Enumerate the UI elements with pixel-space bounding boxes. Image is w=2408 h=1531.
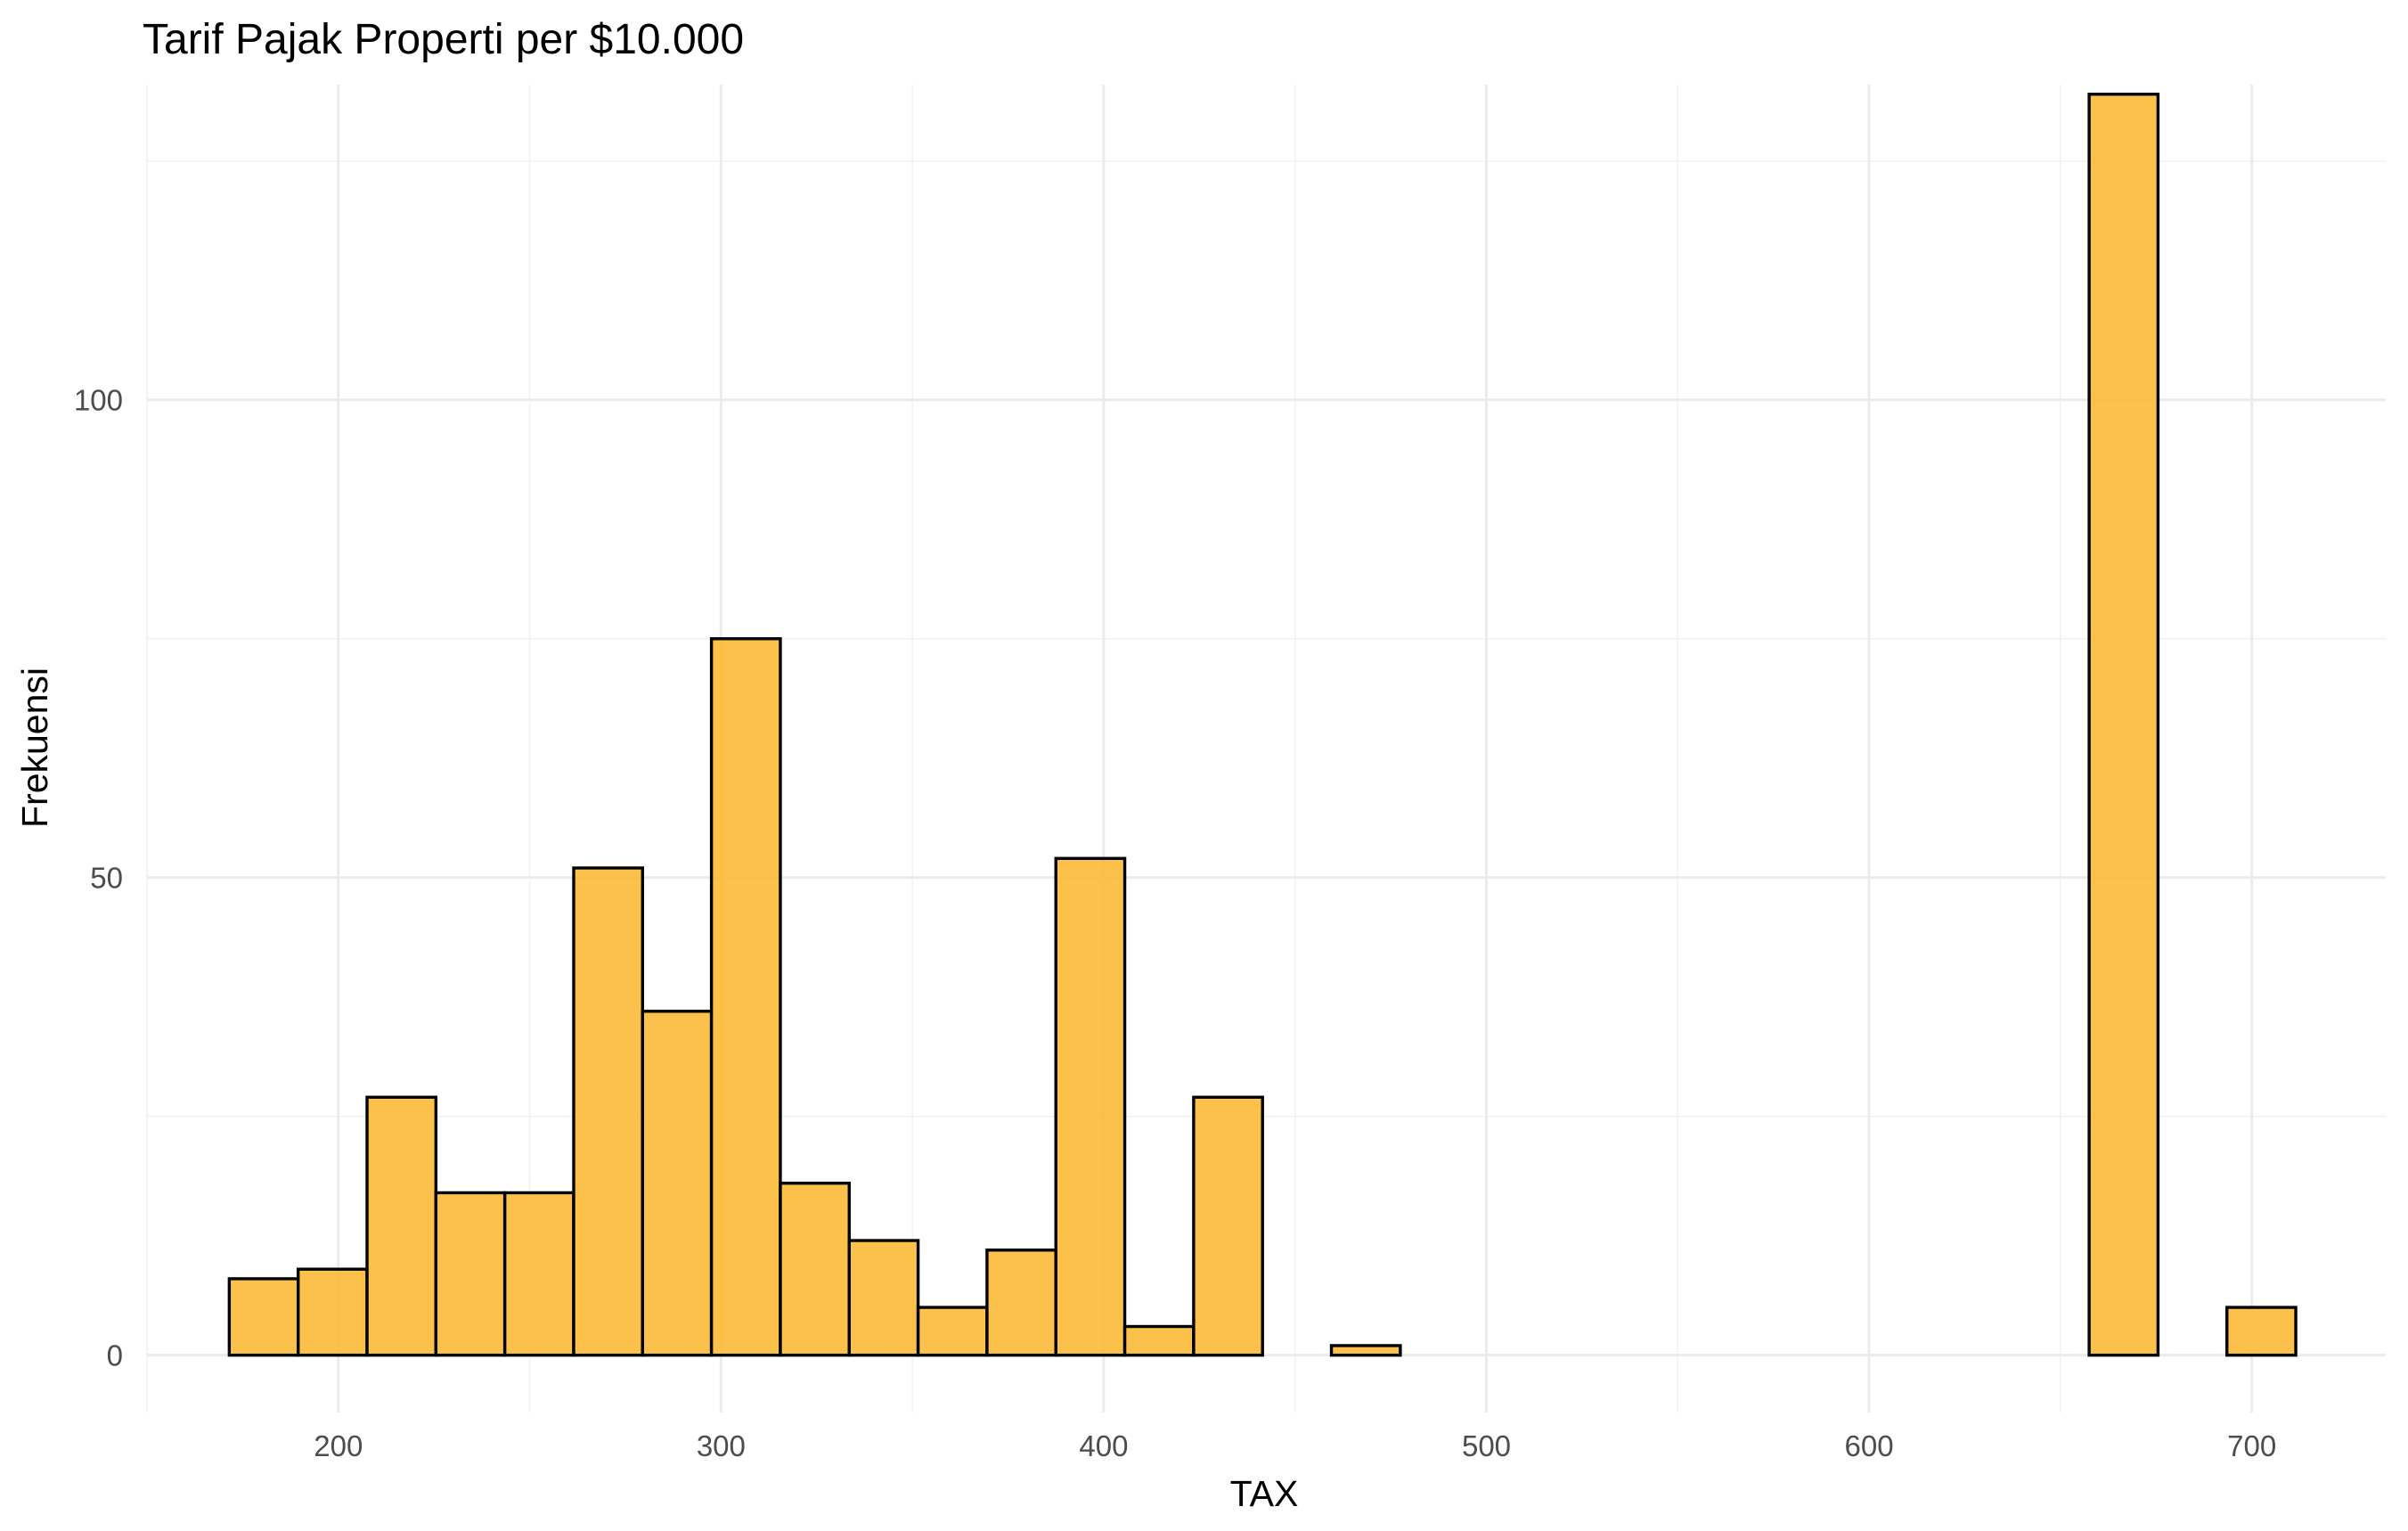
histogram-bar [1054, 856, 1127, 1357]
x-tick-label: 600 [1845, 1429, 1894, 1462]
histogram-bar [985, 1249, 1057, 1357]
histogram-bar [1192, 1095, 1264, 1357]
x-axis-ticks: 200 300 400 500 600 700 [314, 1429, 2276, 1462]
histogram-bar [709, 637, 782, 1357]
histogram-bar [916, 1306, 989, 1357]
histogram-bar [1329, 1344, 1402, 1357]
histogram-bar [847, 1239, 920, 1357]
y-tick-label: 100 [74, 384, 123, 417]
y-axis-ticks: 0 50 100 [74, 384, 123, 1372]
x-tick-label: 700 [2227, 1429, 2276, 1462]
x-tick-label: 300 [697, 1429, 746, 1462]
histogram-bar [365, 1095, 438, 1357]
histogram-bar [2087, 93, 2160, 1357]
histogram-bar [2225, 1306, 2298, 1357]
x-tick-label: 400 [1079, 1429, 1128, 1462]
y-axis-title: Frekuensi [14, 667, 55, 828]
histogram-bar [502, 1191, 575, 1357]
y-tick-label: 50 [90, 862, 123, 895]
histogram-bar [641, 1010, 714, 1357]
chart-title: Tarif Pajak Properti per $10.000 [143, 16, 744, 63]
grid [146, 85, 2386, 1412]
histogram-bar [779, 1182, 851, 1357]
histogram-bars [227, 93, 2298, 1357]
y-tick-label: 0 [107, 1339, 123, 1372]
x-tick-label: 500 [1462, 1429, 1511, 1462]
x-axis-title: TAX [1230, 1473, 1299, 1514]
x-tick-label: 200 [314, 1429, 363, 1462]
histogram-bar [227, 1277, 300, 1357]
histogram-bar [1122, 1324, 1196, 1357]
histogram-bar [572, 866, 644, 1357]
histogram-bar [296, 1267, 369, 1357]
histogram-bar [434, 1191, 507, 1357]
